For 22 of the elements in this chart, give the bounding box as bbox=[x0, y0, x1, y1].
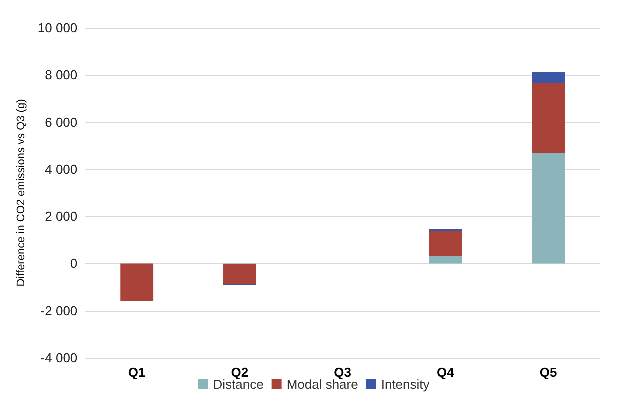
x-tick-label: Q3 bbox=[334, 365, 352, 380]
x-tick-label: Q1 bbox=[128, 365, 146, 380]
x-tick-label: Q2 bbox=[231, 365, 249, 380]
y-tick-label: 8 000 bbox=[45, 68, 78, 83]
y-tick-label: -2 000 bbox=[40, 303, 78, 318]
y-tick-label: -4 000 bbox=[40, 350, 78, 366]
y-axis-title: Difference in CO2 emissions vs Q3 (g) bbox=[16, 99, 28, 287]
y-tick-label: 2 000 bbox=[45, 209, 78, 224]
bar bbox=[532, 72, 566, 84]
legend-label: Intensity bbox=[381, 377, 430, 392]
bar bbox=[224, 264, 256, 284]
bar bbox=[429, 231, 462, 256]
y-tick-label: 10 000 bbox=[38, 20, 78, 36]
bar bbox=[532, 83, 566, 154]
bar bbox=[120, 264, 154, 301]
x-tick-label: Q5 bbox=[540, 365, 558, 380]
x-tick-label: Q4 bbox=[437, 365, 456, 380]
bar bbox=[532, 153, 566, 264]
y-tick-label: 4 000 bbox=[45, 162, 78, 177]
y-tick-label: 0 bbox=[70, 256, 78, 272]
y-tick-label: 6 000 bbox=[45, 114, 78, 130]
bar bbox=[429, 256, 462, 264]
